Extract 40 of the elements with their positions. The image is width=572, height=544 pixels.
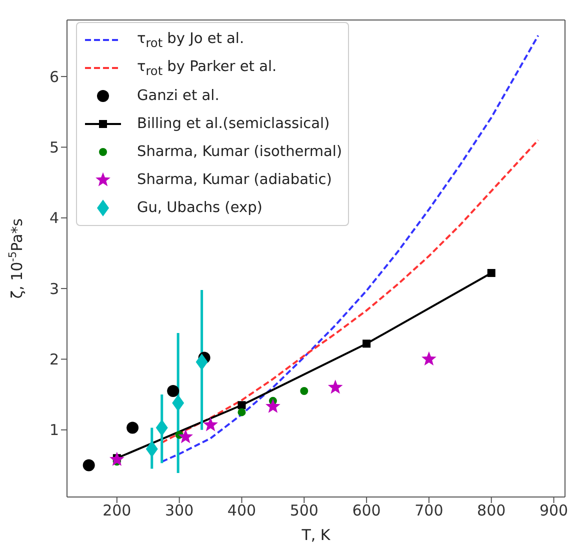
point [238,408,246,416]
point [422,351,436,366]
y-tick-label: 5 [49,138,59,157]
x-tick-label: 200 [102,502,132,520]
x-axis-title: T, K [300,526,332,544]
x-tick-label: 500 [290,502,318,520]
legend-label: Sharma, Kumar (isothermal) [137,144,342,160]
point [196,354,208,370]
x-tick-label: 400 [227,502,256,520]
point [110,452,124,466]
x-tick-label: 800 [477,502,506,520]
x-tick-label: 700 [414,502,444,520]
point [487,268,496,277]
legend-label: Ganzi et al. [137,88,220,104]
point [362,340,371,348]
y-tick-label: 3 [49,280,59,298]
y-tick-label: 4 [49,209,59,228]
y-tick-label: 1 [49,421,59,440]
point [178,429,193,444]
point [156,419,168,436]
x-tick-label: 600 [352,502,381,520]
point [172,394,184,412]
point [126,422,139,434]
point [328,380,343,394]
x-tick-label: 300 [165,502,194,520]
y-tick-label: 2 [49,350,59,369]
point [238,401,246,410]
point [203,417,218,432]
legend-label: Billing et al.(semiclassical) [137,116,330,132]
point [300,387,308,395]
point [146,440,158,458]
legend-label: τ$_{rot}$ by Jo et al. [137,30,244,50]
point [167,385,180,397]
point [82,459,95,472]
legend-label: Gu, Ubachs (exp) [137,200,262,216]
x-tick-label: 900 [539,502,568,520]
legend-label: Sharma, Kumar (adiabatic) [137,172,332,188]
y-tick-label: 6 [49,68,59,86]
legend-label: τ$_{rot}$ by Parker et al. [137,58,277,78]
point [266,398,280,413]
